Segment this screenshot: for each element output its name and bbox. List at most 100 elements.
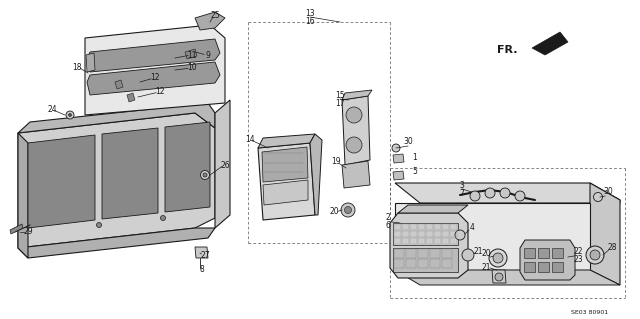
- Polygon shape: [215, 100, 230, 228]
- Bar: [552, 262, 563, 272]
- Polygon shape: [393, 223, 458, 245]
- Text: 1: 1: [413, 153, 417, 162]
- Polygon shape: [262, 147, 308, 182]
- Text: 13: 13: [305, 9, 315, 18]
- Polygon shape: [195, 12, 225, 30]
- Polygon shape: [520, 240, 575, 280]
- Circle shape: [586, 246, 604, 264]
- Text: 10: 10: [187, 63, 197, 72]
- Text: 26: 26: [220, 160, 230, 169]
- Polygon shape: [115, 80, 123, 89]
- Text: 20: 20: [329, 207, 339, 217]
- Polygon shape: [102, 128, 158, 219]
- Text: 9: 9: [205, 50, 211, 60]
- Polygon shape: [342, 96, 370, 165]
- Text: 6: 6: [385, 221, 390, 231]
- Circle shape: [203, 173, 207, 177]
- Polygon shape: [127, 93, 135, 102]
- Text: 24: 24: [47, 106, 57, 115]
- Polygon shape: [85, 25, 225, 115]
- Text: 2: 2: [386, 213, 390, 222]
- Polygon shape: [395, 183, 620, 203]
- Polygon shape: [28, 135, 95, 228]
- Text: SE03 80901: SE03 80901: [572, 309, 609, 315]
- Circle shape: [500, 188, 510, 198]
- Polygon shape: [18, 113, 215, 248]
- Text: 30: 30: [403, 137, 413, 146]
- Bar: [524, 262, 535, 272]
- Text: 19: 19: [331, 158, 341, 167]
- Polygon shape: [342, 90, 372, 100]
- Text: 28: 28: [607, 243, 617, 253]
- Text: 12: 12: [150, 73, 160, 83]
- Circle shape: [97, 222, 102, 227]
- Text: 3: 3: [460, 181, 465, 189]
- Circle shape: [493, 253, 503, 263]
- Text: 4: 4: [470, 224, 474, 233]
- Polygon shape: [393, 154, 404, 163]
- Polygon shape: [258, 143, 315, 220]
- Text: 22: 22: [573, 248, 583, 256]
- Polygon shape: [258, 134, 315, 148]
- Bar: [538, 248, 549, 258]
- Text: 30: 30: [603, 188, 613, 197]
- Polygon shape: [87, 39, 220, 72]
- Polygon shape: [86, 53, 95, 72]
- Polygon shape: [10, 224, 23, 234]
- Circle shape: [341, 203, 355, 217]
- Text: 5: 5: [413, 167, 417, 176]
- Text: 16: 16: [305, 18, 315, 26]
- Polygon shape: [165, 122, 210, 212]
- Polygon shape: [18, 103, 215, 133]
- Text: 21: 21: [481, 263, 491, 272]
- Polygon shape: [492, 270, 506, 283]
- Circle shape: [593, 192, 602, 202]
- Text: 25: 25: [210, 11, 220, 19]
- Polygon shape: [390, 213, 468, 278]
- Text: 27: 27: [200, 250, 210, 259]
- Circle shape: [455, 230, 465, 240]
- Polygon shape: [195, 247, 208, 258]
- Polygon shape: [18, 228, 215, 258]
- Text: 15: 15: [335, 91, 345, 100]
- Polygon shape: [342, 161, 370, 188]
- Text: 11: 11: [188, 50, 196, 60]
- Polygon shape: [310, 134, 322, 215]
- Text: FR.: FR.: [497, 45, 518, 55]
- Bar: [538, 262, 549, 272]
- Circle shape: [346, 107, 362, 123]
- Polygon shape: [87, 62, 220, 95]
- Polygon shape: [393, 248, 458, 272]
- Polygon shape: [18, 133, 28, 258]
- Polygon shape: [263, 180, 308, 205]
- Circle shape: [161, 216, 166, 220]
- Circle shape: [470, 191, 480, 201]
- Text: 8: 8: [200, 265, 204, 275]
- Bar: [552, 248, 563, 258]
- Bar: [524, 248, 535, 258]
- Text: 7: 7: [460, 189, 465, 197]
- Text: 29: 29: [23, 227, 33, 236]
- Circle shape: [200, 170, 209, 180]
- Polygon shape: [185, 49, 197, 59]
- Text: 12: 12: [156, 87, 164, 97]
- Circle shape: [462, 249, 474, 261]
- Circle shape: [515, 191, 525, 201]
- Text: 20: 20: [481, 249, 491, 258]
- Circle shape: [590, 250, 600, 260]
- Polygon shape: [532, 32, 568, 55]
- Circle shape: [66, 111, 74, 119]
- Circle shape: [346, 137, 362, 153]
- Circle shape: [344, 206, 351, 213]
- Circle shape: [485, 188, 495, 198]
- Text: 17: 17: [335, 100, 345, 108]
- Polygon shape: [395, 270, 620, 285]
- Text: 21: 21: [473, 248, 483, 256]
- Text: 18: 18: [72, 63, 82, 71]
- Text: 14: 14: [245, 136, 255, 145]
- Polygon shape: [590, 183, 620, 285]
- Circle shape: [392, 144, 400, 152]
- Polygon shape: [398, 205, 468, 213]
- Circle shape: [489, 249, 507, 267]
- Polygon shape: [395, 203, 590, 270]
